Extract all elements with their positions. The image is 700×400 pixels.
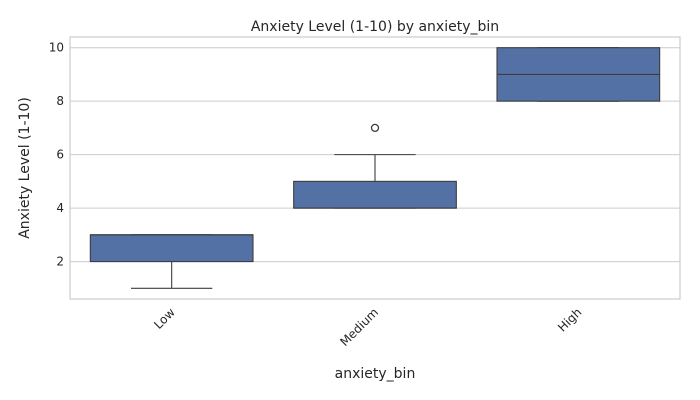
x-tick-label: Low [151, 305, 178, 332]
x-axis-label: anxiety_bin [335, 366, 416, 382]
x-tick-label: High [555, 305, 584, 334]
y-tick-labels: 2 4 6 8 10 [49, 41, 64, 269]
iqr-box [89, 234, 254, 263]
chart-title: Anxiety Level (1-10) by anxiety_bin [251, 19, 499, 35]
boxes [89, 47, 661, 289]
box-low [89, 234, 254, 289]
y-axis-label: Anxiety Level (1-10) [17, 97, 33, 239]
box-high [496, 47, 661, 102]
y-tick-label: 6 [56, 148, 64, 162]
x-tick-labels: Low Medium High [151, 305, 584, 349]
y-tick-label: 4 [56, 201, 64, 215]
y-tick-label: 2 [56, 255, 64, 269]
plot-frame [69, 36, 681, 300]
box-medium [293, 123, 457, 209]
y-tick-label: 8 [56, 94, 64, 108]
outlier-point [370, 123, 380, 133]
x-tick-label: Medium [337, 305, 381, 349]
iqr-box [293, 180, 457, 209]
y-tick-label: 10 [49, 41, 64, 55]
